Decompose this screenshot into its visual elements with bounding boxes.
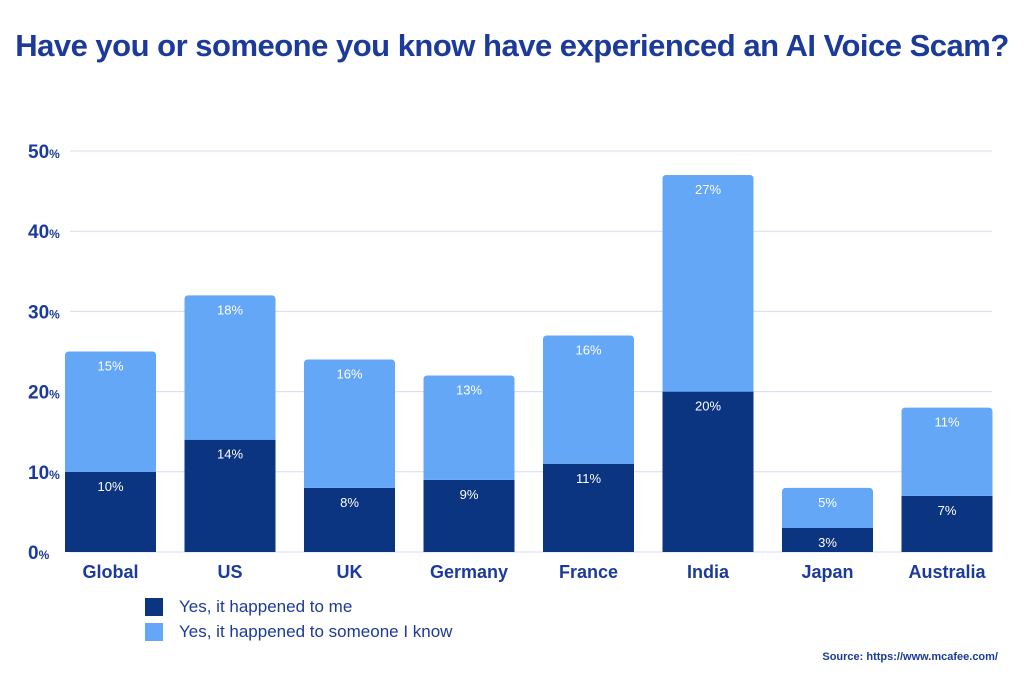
data-label: 16% (336, 367, 362, 382)
y-tick-label: 20% (28, 383, 60, 404)
bar-segment (782, 527, 873, 552)
data-label: 20% (695, 399, 721, 414)
data-label: 8% (340, 495, 359, 510)
bar-segment (184, 295, 276, 440)
x-tick-label: Germany (430, 562, 508, 582)
bar-segment (304, 487, 395, 552)
data-label: 13% (456, 383, 482, 398)
y-tick-label: 10% (28, 463, 60, 484)
legend-item-me: Yes, it happened to me (145, 597, 352, 617)
data-label: 27% (695, 182, 721, 197)
data-label: 15% (97, 359, 123, 374)
x-tick-label: Australia (908, 562, 986, 582)
x-tick-label: India (687, 562, 730, 582)
data-label: 3% (818, 535, 837, 550)
x-tick-label: UK (337, 562, 363, 582)
y-tick-label: 40% (28, 222, 60, 243)
bar-segment (423, 375, 515, 480)
y-tick-label: 30% (28, 302, 60, 323)
data-label: 5% (818, 495, 837, 510)
data-label: 11% (934, 415, 959, 430)
legend-label-me: Yes, it happened to me (179, 597, 353, 616)
legend-label-someone: Yes, it happened to someone I know (179, 622, 453, 641)
data-label: 11% (576, 471, 601, 486)
x-tick-label: Global (82, 562, 138, 582)
y-tick-label: 50% (28, 142, 60, 163)
data-label: 10% (97, 479, 123, 494)
legend-swatch-me (145, 598, 163, 616)
bar-segment (662, 175, 754, 392)
data-label: 9% (460, 487, 479, 502)
data-label: 16% (575, 342, 601, 357)
bar-segment (543, 335, 634, 464)
bar-segment (184, 439, 276, 552)
data-label: 18% (217, 302, 243, 317)
bar-segment (662, 391, 754, 552)
bar-segment (543, 463, 634, 552)
y-tick-label: 0% (28, 543, 50, 564)
bar-segment (304, 359, 395, 488)
bar-segment (423, 479, 515, 552)
bar-segment (901, 495, 993, 552)
legend-swatch-someone (145, 623, 163, 641)
bar-segment (901, 407, 993, 496)
chart-title: Have you or someone you know have experi… (15, 28, 1009, 63)
x-tick-label: US (217, 562, 242, 582)
x-tick-label: Japan (801, 562, 853, 582)
bar-segment (65, 471, 156, 552)
data-label: 14% (217, 447, 243, 462)
bar-segment (65, 351, 156, 472)
source-note: Source: https://www.mcafee.com/ (822, 651, 998, 663)
x-tick-label: France (559, 562, 618, 582)
data-label: 7% (938, 503, 957, 518)
bar-segment (782, 487, 873, 528)
legend-item-someone: Yes, it happened to someone I know (145, 622, 452, 642)
